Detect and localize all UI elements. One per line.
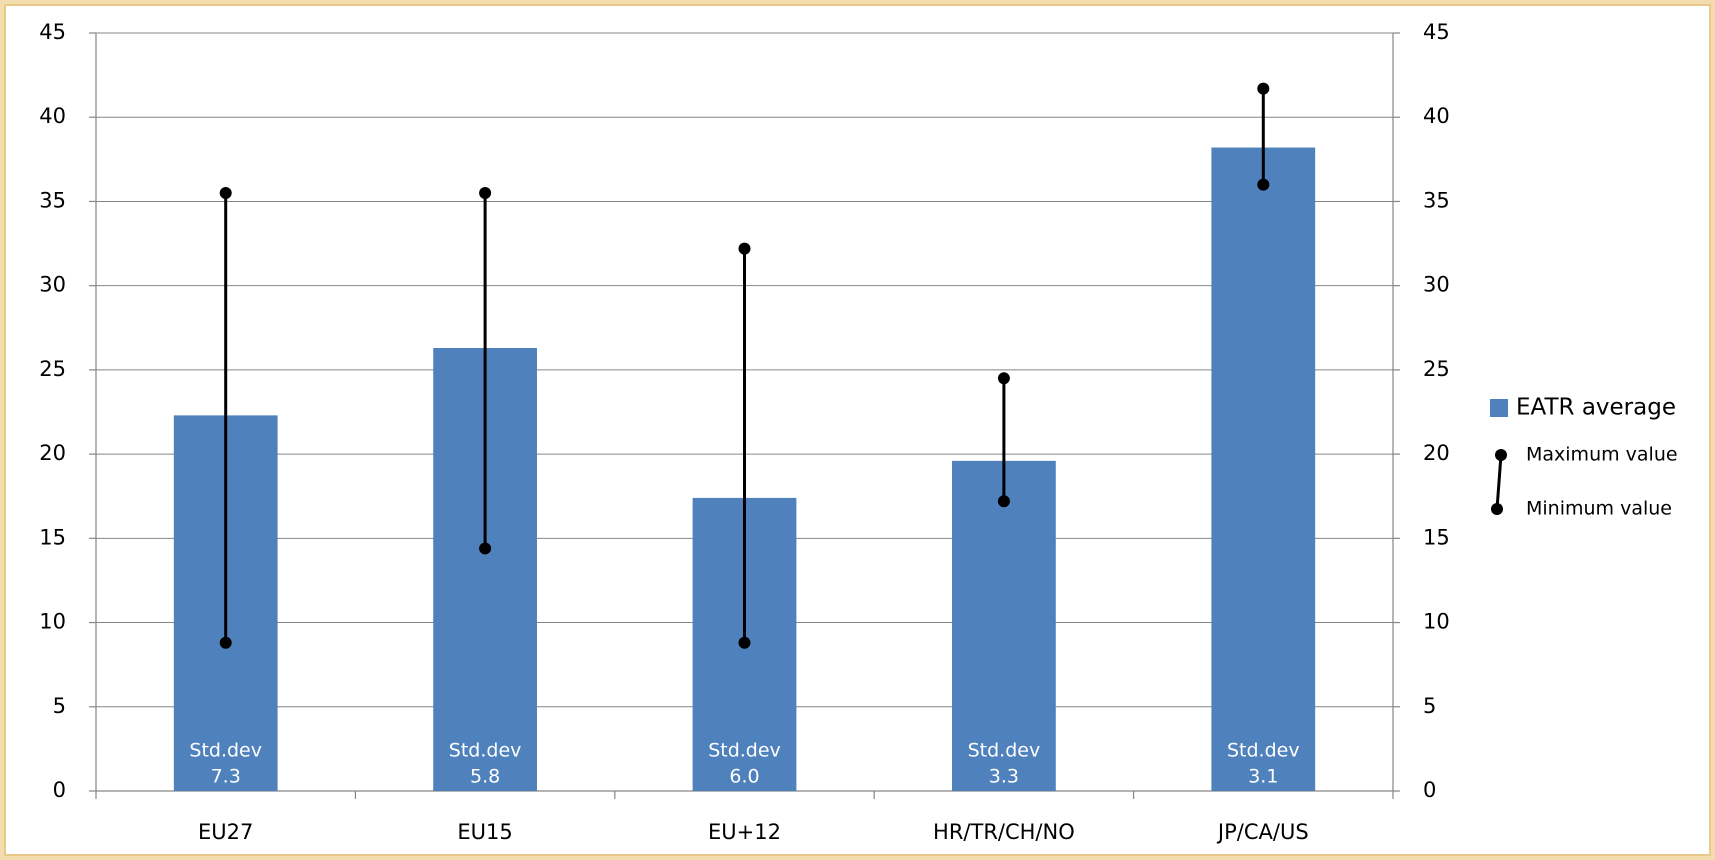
y2-tick-label: 5 xyxy=(1423,694,1436,718)
y-tick-label: 20 xyxy=(39,441,66,465)
y-tick-label: 5 xyxy=(53,694,66,718)
std-dev-value: 5.8 xyxy=(470,766,500,788)
y2-tick-label: 40 xyxy=(1423,104,1450,128)
std-dev-value: 6.0 xyxy=(729,766,759,788)
x-tick-label: EU27 xyxy=(198,820,253,844)
legend-swatch xyxy=(1490,399,1508,417)
bar xyxy=(952,460,1056,791)
y2-tick-label: 15 xyxy=(1423,525,1450,549)
max-marker xyxy=(997,372,1010,385)
std-dev-value: 7.3 xyxy=(211,766,241,788)
legend-max xyxy=(1495,449,1507,461)
max-marker xyxy=(1257,82,1270,95)
std-dev-title: Std.dev xyxy=(189,740,262,762)
min-marker xyxy=(479,542,492,555)
std-dev-title: Std.dev xyxy=(968,740,1041,762)
std-dev-value: 3.1 xyxy=(1248,766,1278,788)
legend-label: EATR average xyxy=(1516,395,1676,421)
y2-tick-label: 35 xyxy=(1423,188,1450,212)
bar xyxy=(1211,147,1316,791)
y2-tick-label: 25 xyxy=(1423,357,1450,381)
x-tick-label: EU+12 xyxy=(708,820,781,844)
y2-tick-label: 45 xyxy=(1423,20,1450,44)
y-tick-label: 45 xyxy=(39,20,66,44)
max-marker xyxy=(738,242,751,255)
y2-tick-label: 0 xyxy=(1423,778,1436,802)
x-tick-label: EU15 xyxy=(457,820,512,844)
y-tick-label: 30 xyxy=(39,273,66,297)
x-tick-label: JP/CA/US xyxy=(1216,820,1309,844)
min-marker xyxy=(997,495,1010,508)
y2-tick-label: 10 xyxy=(1423,610,1450,634)
min-marker xyxy=(219,636,232,649)
y-tick-label: 0 xyxy=(53,778,66,802)
legend-label: Minimum value xyxy=(1526,498,1672,520)
legend-whisker xyxy=(1495,454,1503,510)
y2-tick-label: 20 xyxy=(1423,441,1450,465)
std-dev-value: 3.3 xyxy=(989,766,1019,788)
y-tick-label: 35 xyxy=(39,188,66,212)
y-tick-label: 15 xyxy=(39,525,66,549)
min-marker xyxy=(738,636,751,649)
y2-tick-label: 30 xyxy=(1423,273,1450,297)
std-dev-title: Std.dev xyxy=(1227,740,1300,762)
chart-area xyxy=(4,4,1711,856)
y-tick-label: 10 xyxy=(39,610,66,634)
x-tick-label: HR/TR/CH/NO xyxy=(933,820,1075,844)
std-dev-title: Std.dev xyxy=(708,740,781,762)
y-tick-label: 40 xyxy=(39,104,66,128)
max-marker xyxy=(479,187,492,200)
min-marker xyxy=(1257,178,1270,191)
std-dev-title: Std.dev xyxy=(449,740,522,762)
max-marker xyxy=(219,187,232,200)
y-tick-label: 25 xyxy=(39,357,66,381)
legend-label: Maximum value xyxy=(1526,444,1678,466)
legend-min xyxy=(1491,503,1503,515)
